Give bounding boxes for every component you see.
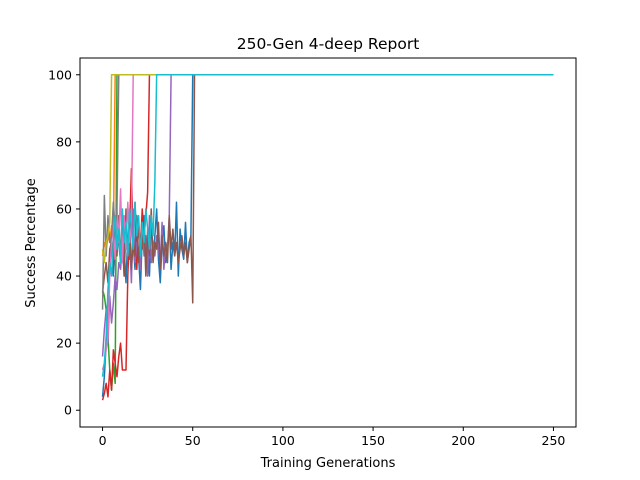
x-tick-label: 150 — [361, 433, 385, 448]
x-tick-label: 100 — [271, 433, 295, 448]
series-line-10 — [101, 74, 554, 377]
chart-title: 250-Gen 4-deep Report — [237, 35, 420, 53]
x-axis: 0 50 100 150 200 250 — [99, 427, 566, 448]
y-tick-label: 80 — [56, 134, 72, 149]
y-tick-label: 100 — [48, 67, 72, 82]
y-axis-label: Success Percentage — [24, 178, 39, 308]
series-line-4 — [101, 74, 554, 401]
x-axis-label: Training Generations — [260, 456, 396, 471]
x-tick-label: 0 — [99, 433, 107, 448]
y-tick-label: 40 — [56, 269, 72, 284]
x-tick-label: 200 — [451, 433, 475, 448]
plot-frame — [79, 57, 577, 428]
x-tick-label: 250 — [542, 433, 566, 448]
y-axis: 0 20 40 60 80 100 — [48, 67, 80, 418]
series-line-9 — [101, 74, 554, 264]
series-layer — [101, 74, 554, 401]
y-tick-label: 0 — [64, 403, 72, 418]
series-line-8 — [101, 74, 554, 310]
y-tick-label: 20 — [56, 336, 72, 351]
x-tick-label: 50 — [185, 433, 201, 448]
y-tick-label: 60 — [56, 201, 72, 216]
